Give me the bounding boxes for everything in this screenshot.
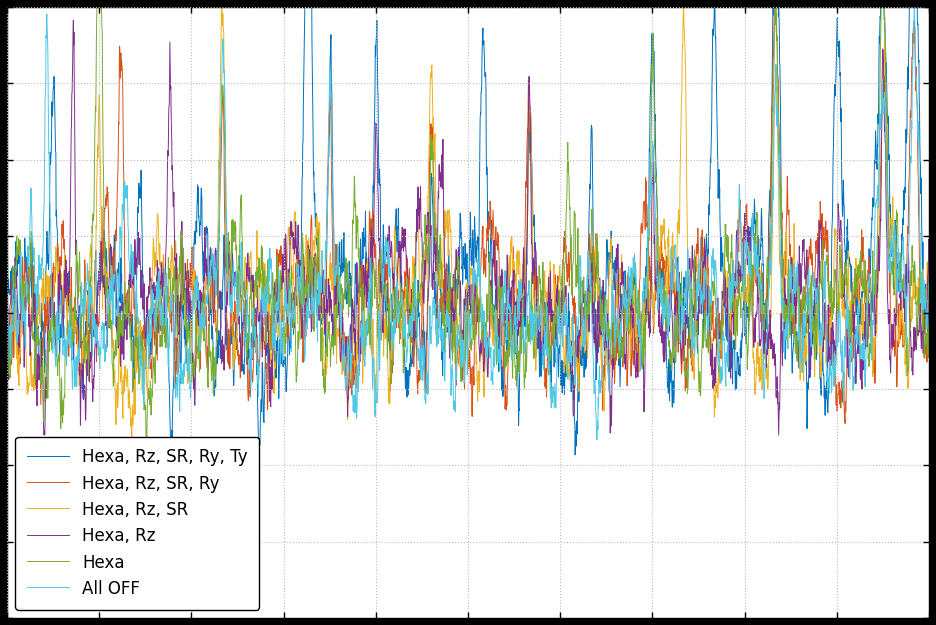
Hexa, Rz, SR, Ry [161, 300, 172, 308]
Hexa, Rz, SR, Ry, Ty [924, 299, 935, 307]
All OFF [924, 288, 935, 296]
Hexa, Rz [773, 431, 784, 439]
All OFF [161, 296, 172, 304]
Legend: Hexa, Rz, SR, Ry, Ty, Hexa, Rz, SR, Ry, Hexa, Rz, SR, Hexa, Rz, Hexa, All OFF: Hexa, Rz, SR, Ry, Ty, Hexa, Rz, SR, Ry, … [15, 437, 259, 610]
Hexa, Rz, SR [396, 316, 407, 324]
Hexa, Rz [1, 352, 12, 360]
Hexa, Rz [807, 315, 818, 322]
Hexa [140, 441, 152, 449]
Hexa, Rz, SR, Ry, Ty [807, 336, 818, 344]
Hexa [107, 361, 118, 369]
Hexa, Rz, SR, Ry, Ty [396, 282, 407, 289]
All OFF [909, 1, 920, 9]
Hexa, Rz, SR [356, 332, 367, 340]
Line: Hexa, Rz, SR, Ry, Ty: Hexa, Rz, SR, Ry, Ty [7, 0, 929, 456]
Hexa, Rz, SR [1, 335, 12, 342]
Hexa, Rz [395, 284, 406, 291]
Line: Hexa: Hexa [7, 0, 929, 445]
Hexa, Rz, SR, Ry [906, 68, 917, 75]
All OFF [1, 318, 12, 325]
Hexa, Rz, SR, Ry [355, 283, 366, 291]
Hexa, Rz, SR [906, 315, 917, 322]
Hexa, Rz, SR, Ry [107, 281, 118, 289]
Hexa, Rz, SR, Ry [806, 261, 817, 269]
Hexa, Rz [107, 296, 118, 304]
Line: Hexa, Rz, SR, Ry: Hexa, Rz, SR, Ry [7, 0, 929, 424]
All OFF [355, 330, 366, 338]
Hexa [1, 326, 12, 334]
All OFF [806, 318, 817, 325]
Hexa [162, 302, 173, 310]
Hexa [807, 297, 818, 304]
Hexa, Rz, SR, Ry [1, 326, 12, 334]
All OFF [592, 436, 603, 443]
Hexa, Rz, SR [924, 275, 935, 282]
Line: Hexa, Rz: Hexa, Rz [7, 20, 929, 435]
Hexa [356, 291, 367, 298]
Line: All OFF: All OFF [7, 5, 929, 439]
Hexa, Rz, SR [162, 298, 173, 305]
Hexa [396, 309, 407, 316]
Hexa, Rz, SR, Ry, Ty [107, 255, 118, 262]
Hexa, Rz [906, 349, 917, 356]
Hexa, Rz, SR [126, 437, 138, 444]
Hexa, Rz [924, 279, 935, 286]
Hexa, Rz, SR, Ry, Ty [161, 329, 172, 336]
Hexa, Rz [356, 350, 367, 358]
Hexa, Rz, SR, Ry [840, 420, 851, 428]
Hexa, Rz, SR [807, 319, 818, 327]
Hexa [906, 282, 917, 289]
Hexa [924, 342, 935, 350]
Hexa, Rz, SR [107, 304, 118, 312]
Hexa, Rz, SR, Ry [924, 305, 935, 312]
All OFF [107, 271, 118, 279]
Line: Hexa, Rz, SR: Hexa, Rz, SR [7, 0, 929, 441]
All OFF [906, 155, 917, 162]
Hexa, Rz [162, 188, 173, 195]
Hexa, Rz, SR, Ry, Ty [166, 452, 177, 459]
Hexa, Rz, SR, Ry, Ty [1, 282, 12, 290]
All OFF [395, 301, 406, 309]
Hexa, Rz, SR, Ry [395, 301, 406, 308]
Hexa, Rz, SR, Ry, Ty [356, 262, 367, 269]
Hexa, Rz [67, 16, 79, 24]
